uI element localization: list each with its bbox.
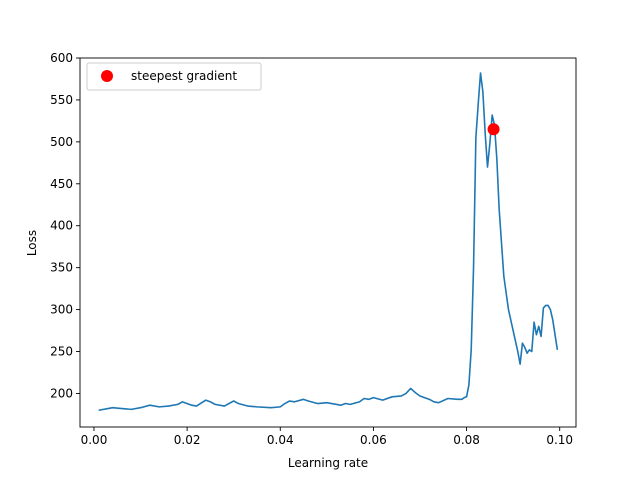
y-axis: 200 250 300 350 400 450 500 550 600 — [50, 51, 80, 400]
x-tick-label: 0.00 — [81, 433, 108, 447]
axes-frame — [79, 57, 577, 428]
legend-label: steepest gradient — [131, 69, 237, 83]
x-tick-label: 0.02 — [174, 433, 201, 447]
legend-marker — [101, 70, 113, 82]
y-tick-label: 250 — [50, 345, 73, 359]
y-tick-label: 450 — [50, 177, 73, 191]
plot-area — [98, 72, 559, 412]
x-tick-label: 0.06 — [360, 433, 387, 447]
y-tick-label: 600 — [50, 51, 73, 65]
x-tick-label: 0.10 — [546, 433, 573, 447]
loss-curve — [98, 72, 559, 412]
x-axis-title: Learning rate — [288, 456, 368, 470]
y-axis-title: Loss — [25, 230, 39, 256]
legend-box — [86, 62, 262, 91]
x-tick-label: 0.08 — [453, 433, 480, 447]
steepest-gradient-marker — [487, 123, 500, 136]
x-axis: 0.00 0.02 0.04 0.06 0.08 0.10 — [81, 427, 573, 447]
y-tick-label: 500 — [50, 135, 73, 149]
y-tick-label: 400 — [50, 219, 73, 233]
legend: steepest gradient — [86, 62, 262, 91]
y-tick-label: 200 — [50, 386, 73, 400]
y-tick-label: 550 — [50, 93, 73, 107]
x-tick-label: 0.04 — [267, 433, 294, 447]
y-tick-label: 300 — [50, 303, 73, 317]
y-tick-label: 350 — [50, 261, 73, 275]
